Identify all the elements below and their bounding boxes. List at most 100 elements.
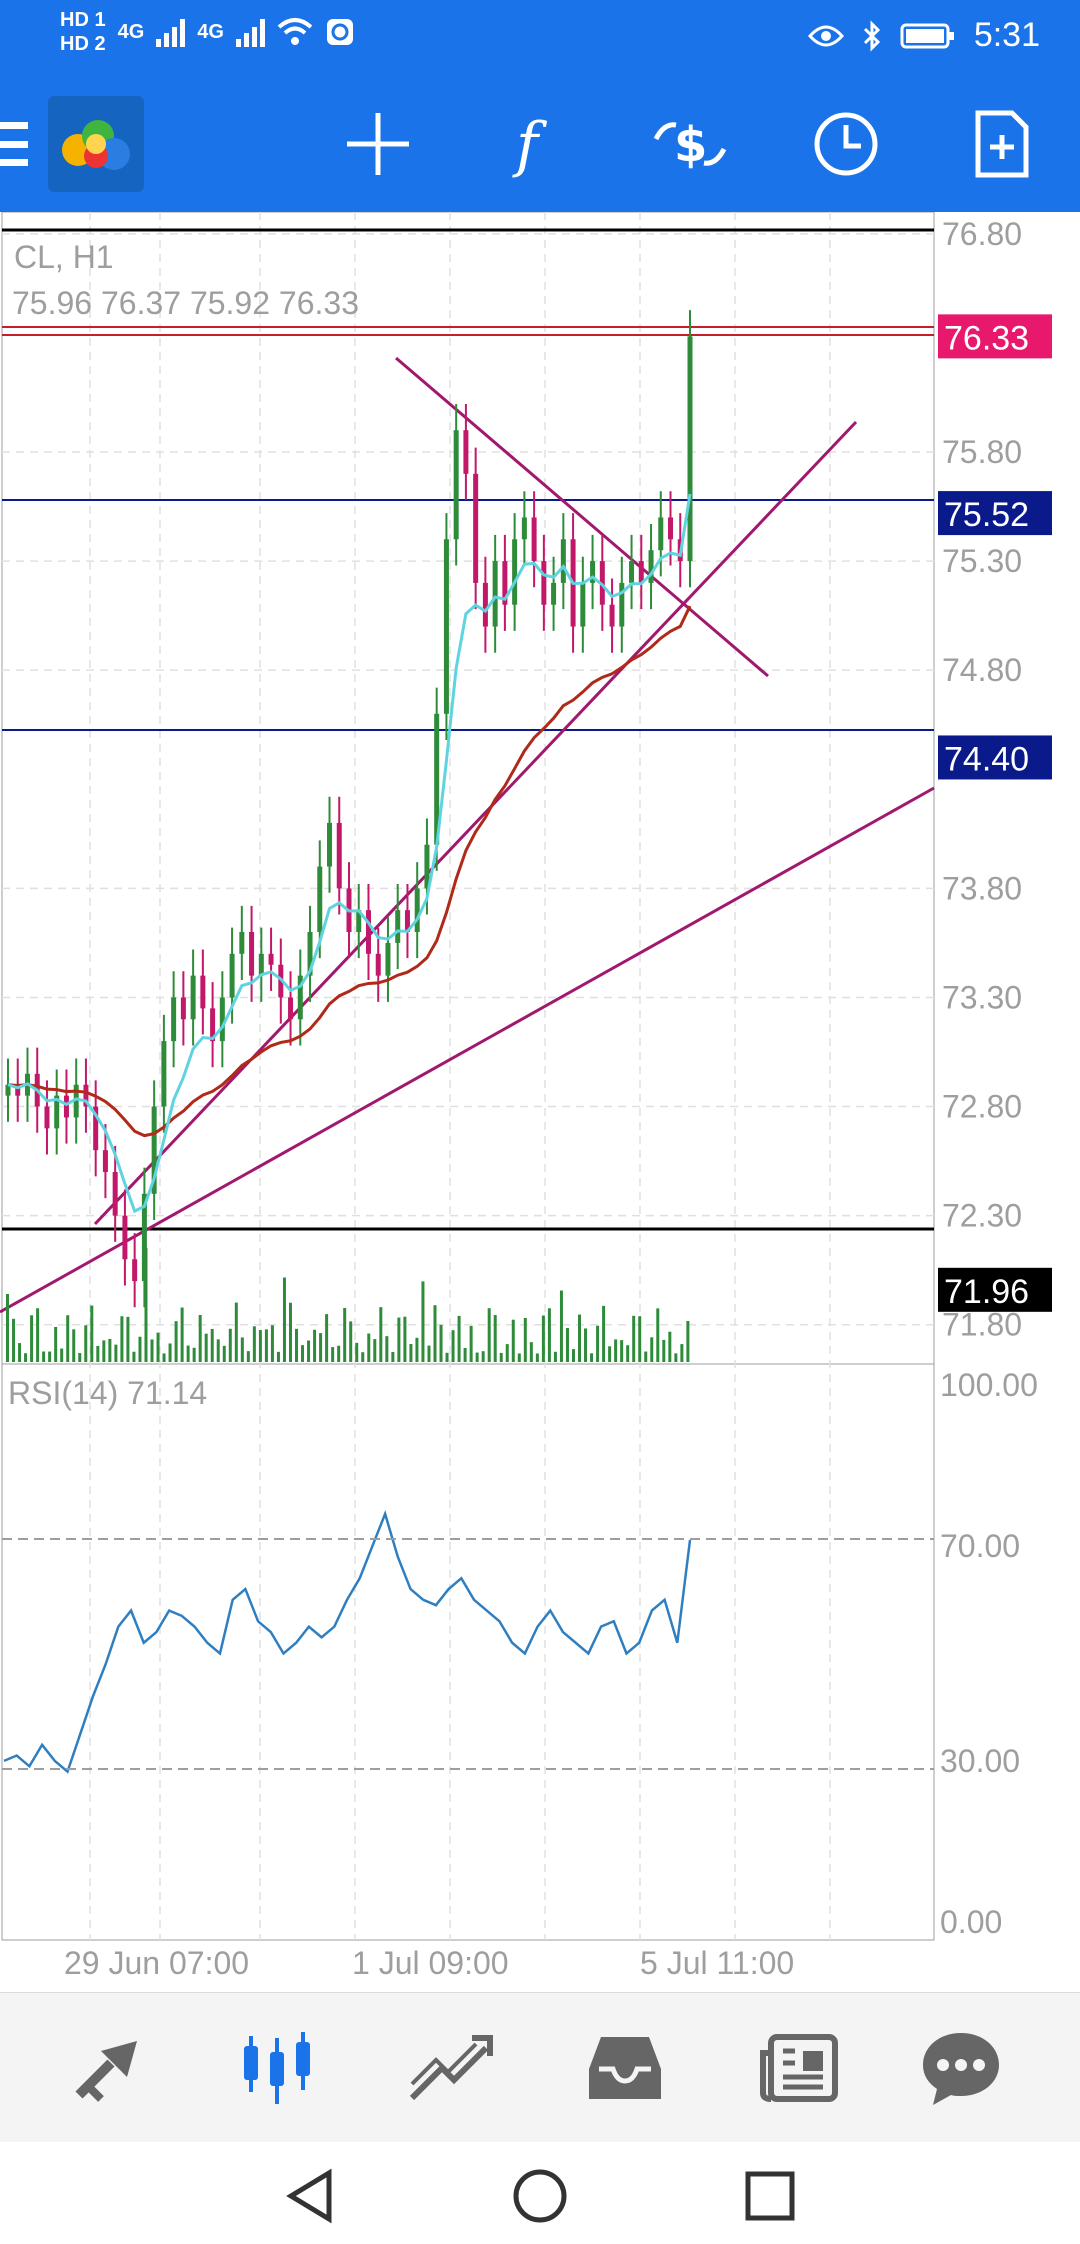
volume-bar [325, 1314, 329, 1362]
volume-bar [144, 1247, 148, 1362]
slow-moving-average [7, 605, 692, 1138]
candle-body [73, 1084, 79, 1118]
svg-text:71.96: 71.96 [944, 1273, 1029, 1311]
candle-body [317, 866, 323, 932]
volume-bar [337, 1345, 341, 1362]
volume-bar [72, 1329, 76, 1362]
news-icon[interactable] [744, 2023, 854, 2113]
candle-body [385, 942, 391, 976]
home-icon[interactable] [510, 2166, 570, 2226]
volume-bar [66, 1315, 70, 1362]
volume-bar [24, 1353, 28, 1362]
volume-bar [451, 1330, 455, 1362]
back-icon[interactable] [280, 2166, 340, 2226]
price-tick: 76.80 [942, 216, 1022, 252]
volume-bar [505, 1344, 509, 1362]
chart-nav-icon[interactable] [226, 2023, 336, 2113]
new-document-icon[interactable] [956, 98, 1048, 190]
price-tick: 72.30 [942, 1198, 1022, 1234]
volume-bar [373, 1339, 377, 1362]
price-chart[interactable]: CL, H1 75.96 76.37 75.92 76.33 RSI(14) 7… [0, 211, 1080, 1992]
volume-bar [331, 1347, 335, 1362]
net2-label: 4G [197, 21, 224, 43]
volume-bar [343, 1307, 347, 1362]
candle-body [619, 582, 625, 627]
candle-body [434, 713, 440, 845]
volume-bar [493, 1315, 497, 1362]
recents-icon[interactable] [740, 2166, 800, 2226]
price-tag: 74.40 [938, 735, 1052, 780]
candle-body [288, 997, 294, 1020]
clock-icon[interactable] [800, 98, 892, 190]
volume-bar [662, 1339, 666, 1362]
clock-time: 5:31 [973, 16, 1040, 54]
volume-bar [686, 1320, 690, 1362]
history-inbox-icon[interactable] [570, 2023, 680, 2113]
price-tag: 76.33 [938, 314, 1052, 359]
volume-bar [30, 1315, 34, 1362]
volume-bar [475, 1352, 479, 1362]
candle-body [609, 604, 615, 627]
volume-bar [421, 1281, 425, 1362]
volume-bar [590, 1353, 594, 1362]
candle-body [648, 550, 654, 583]
volume-bar [349, 1321, 353, 1362]
menu-icon[interactable] [0, 122, 28, 166]
chart-area[interactable]: CL, H1 75.96 76.37 75.92 76.33 RSI(14) 7… [0, 211, 1080, 1992]
volume-bar [210, 1328, 214, 1362]
volume-bar [228, 1328, 232, 1362]
volume-bar [457, 1315, 461, 1362]
volume-bar [674, 1353, 678, 1362]
volume-bar [397, 1317, 401, 1362]
wifi-icon [277, 18, 313, 45]
candle-body [210, 1008, 216, 1042]
volume-bar [132, 1351, 136, 1362]
candle-body [414, 888, 420, 932]
volume-bar [529, 1342, 533, 1362]
hd1-label: HD 1 [60, 9, 106, 31]
candle-body [443, 539, 449, 714]
trade-nav-icon[interactable] [396, 2023, 506, 2113]
crosshair-icon[interactable] [332, 98, 424, 190]
candle-body [239, 932, 245, 954]
volume-bar [120, 1316, 124, 1362]
volume-bar [523, 1317, 527, 1362]
volume-bar [6, 1294, 9, 1362]
volume-bar [319, 1333, 323, 1362]
eye-icon [807, 25, 844, 46]
volume-bar [114, 1344, 118, 1362]
candle-body [531, 517, 537, 562]
volume-bar [656, 1308, 660, 1362]
volume-bar [602, 1305, 606, 1362]
volume-bar [644, 1351, 648, 1362]
candle-body [5, 1084, 11, 1096]
candle-body [375, 953, 381, 976]
svg-text:75.52: 75.52 [944, 496, 1029, 534]
volume-bar [12, 1318, 16, 1362]
volume-bar [42, 1351, 46, 1362]
volume-bar [584, 1328, 588, 1362]
candle-body [395, 910, 401, 943]
signal-icon [235, 17, 265, 47]
candle-body [102, 1150, 108, 1172]
chat-icon[interactable] [906, 2023, 1016, 2113]
volume-bar [174, 1321, 178, 1362]
volume-bar [60, 1348, 64, 1362]
volume-bar [264, 1329, 268, 1362]
volume-bar [511, 1319, 515, 1362]
volume-bar [102, 1340, 106, 1362]
trade-dollar-icon[interactable]: $ [644, 98, 736, 190]
quotes-icon[interactable] [56, 2023, 166, 2113]
metatrader-logo[interactable] [48, 96, 144, 192]
rsi-tick: 70.00 [940, 1528, 1020, 1564]
indicators-f-icon[interactable]: f [488, 98, 580, 190]
price-tag: 71.96 [938, 1267, 1052, 1312]
price-tick: 75.80 [942, 434, 1022, 470]
volume-bar [632, 1315, 636, 1362]
volume-bar [355, 1342, 359, 1362]
price-tick: 73.30 [942, 979, 1022, 1015]
volume-bar [433, 1305, 437, 1362]
rsi-label: RSI(14) 71.14 [8, 1375, 207, 1411]
candle-body [492, 561, 498, 627]
volume-bar [403, 1316, 407, 1362]
